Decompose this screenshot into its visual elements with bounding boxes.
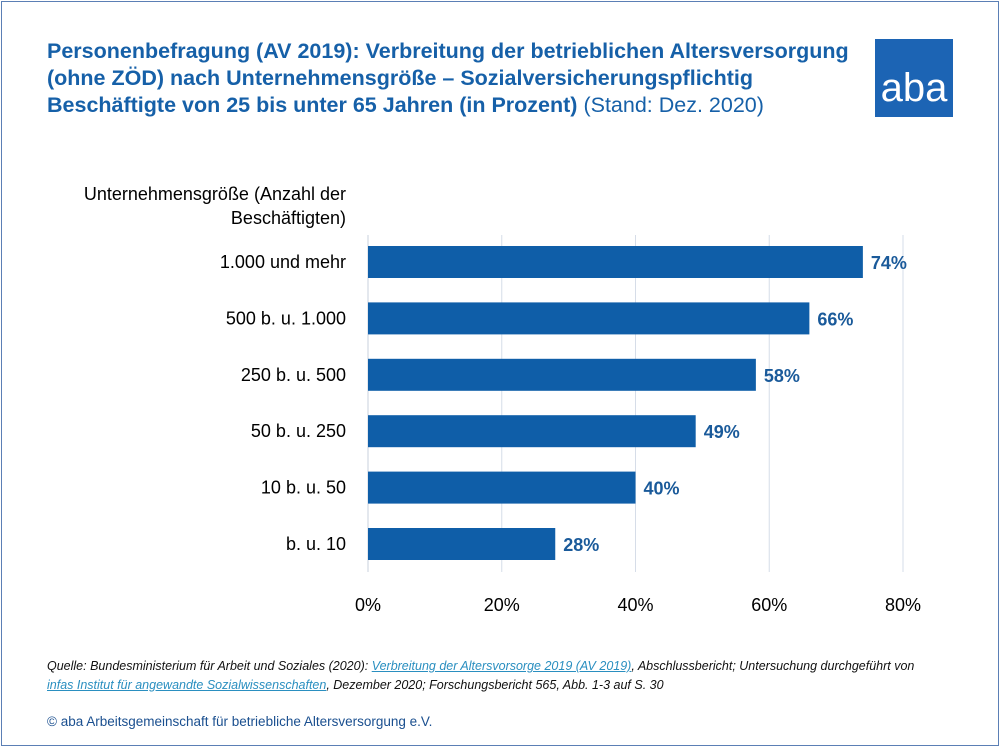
data-label: 66% [817, 309, 853, 329]
x-tick-label: 80% [885, 595, 921, 615]
chart-title: Personenbefragung (AV 2019): Verbreitung… [47, 38, 867, 119]
source-mid: , Abschlussbericht; Untersuchung durchge… [631, 659, 915, 673]
logo-text: aba [880, 66, 948, 110]
category-label: 250 b. u. 500 [241, 365, 346, 385]
bar [368, 246, 863, 278]
category-label: b. u. 10 [286, 534, 346, 554]
source-link-infas[interactable]: infas Institut für angewandte Sozialwiss… [47, 678, 327, 692]
data-label: 40% [644, 479, 680, 499]
source-prefix: Quelle: Bundesministerium für Arbeit und… [47, 659, 372, 673]
title-main: Personenbefragung (AV 2019): Verbreitung… [47, 39, 849, 117]
source-suffix: , Dezember 2020; Forschungsbericht 565, … [326, 678, 664, 692]
title-stand: (Stand: Dez. 2020) [583, 93, 764, 117]
source-note: Quelle: Bundesministerium für Arbeit und… [47, 657, 914, 695]
data-label: 58% [764, 366, 800, 386]
data-label: 49% [704, 422, 740, 442]
category-label: 10 b. u. 50 [261, 478, 346, 498]
x-tick-label: 20% [484, 595, 520, 615]
copyright: © aba Arbeitsgemeinschaft für betrieblic… [47, 714, 433, 729]
data-label: 74% [871, 253, 907, 273]
source-link-av2019[interactable]: Verbreitung der Altersvorsorge 2019 (AV … [371, 659, 632, 673]
category-label: 50 b. u. 250 [251, 421, 346, 441]
x-tick-label: 40% [617, 595, 653, 615]
bar [368, 528, 556, 560]
x-tick-label: 60% [751, 595, 787, 615]
bar [368, 471, 636, 504]
y-axis-title: Unternehmensgröße (Anzahl der Beschäftig… [83, 184, 346, 228]
category-label: 1.000 und mehr [220, 252, 346, 272]
x-tick-label: 0% [355, 595, 381, 615]
bar [368, 415, 696, 448]
bar [368, 358, 756, 391]
bar [368, 302, 810, 335]
data-label: 28% [563, 535, 599, 555]
aba-logo: aba [875, 39, 953, 117]
category-label: 500 b. u. 1.000 [226, 308, 346, 328]
